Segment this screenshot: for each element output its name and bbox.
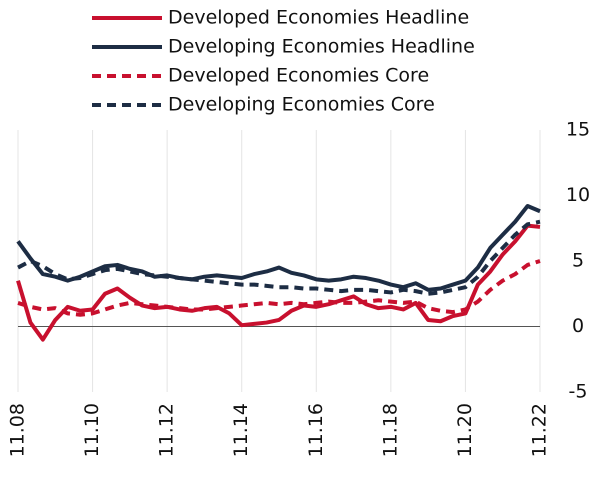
legend-label: Developed Economies Headline	[168, 7, 469, 29]
line	[17, 259, 541, 317]
x-tick-label: 11.14	[230, 403, 252, 457]
y-tick-label: 5	[572, 250, 584, 272]
line	[17, 219, 541, 296]
line	[16, 203, 541, 292]
line	[16, 223, 541, 342]
y-tick-label: -5	[569, 381, 588, 403]
x-tick-label: 11.08	[7, 403, 29, 457]
y-tick-label: 10	[566, 184, 590, 206]
x-tick-label: 11.18	[379, 403, 401, 457]
x-tick-label: 11.22	[529, 403, 551, 457]
x-tick-label: 11.20	[454, 403, 476, 457]
legend-label: Developed Economies Core	[168, 65, 429, 87]
y-tick-label: 0	[572, 315, 584, 337]
legend-label: Developing Economies Core	[168, 94, 435, 116]
x-tick-label: 11.12	[156, 403, 178, 457]
x-tick-label: 11.16	[305, 403, 327, 457]
x-tick-label: 11.10	[81, 403, 103, 457]
y-tick-label: 15	[566, 119, 590, 141]
legend-label: Developing Economies Headline	[168, 36, 475, 58]
